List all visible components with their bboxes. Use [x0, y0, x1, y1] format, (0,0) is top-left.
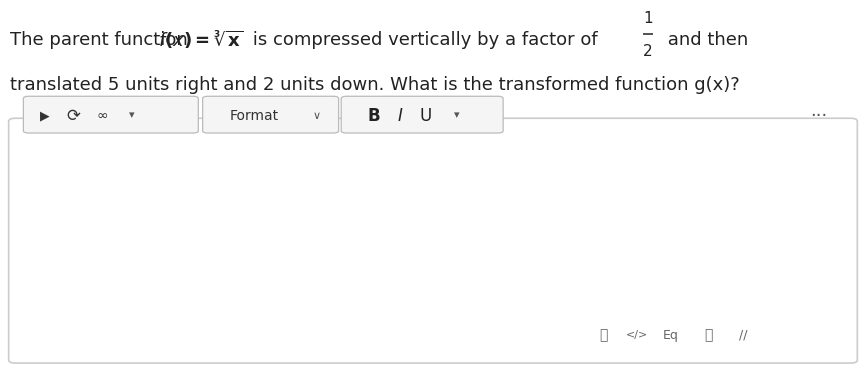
FancyBboxPatch shape [203, 96, 339, 133]
Text: 1: 1 [643, 11, 653, 27]
Text: ∞: ∞ [96, 109, 108, 122]
Text: translated 5 units right and 2 units down. What is the transformed function g(x): translated 5 units right and 2 units dow… [10, 76, 740, 94]
Text: ▶: ▶ [40, 109, 50, 122]
Text: ⟳: ⟳ [67, 106, 81, 125]
Text: 👁: 👁 [599, 329, 608, 342]
FancyBboxPatch shape [23, 96, 198, 133]
Text: ∨: ∨ [313, 111, 321, 121]
FancyBboxPatch shape [341, 96, 503, 133]
Text: ▾: ▾ [129, 111, 134, 121]
Text: $\mathbf{\mathit{f}}\mathbf{(}\mathbf{\mathit{x}}\mathbf{)=\sqrt[3]{x}}$: $\mathbf{\mathit{f}}\mathbf{(}\mathbf{\m… [158, 29, 244, 51]
Text: I: I [397, 106, 403, 125]
Text: ···: ··· [810, 106, 827, 125]
Text: The parent function: The parent function [10, 31, 194, 49]
Text: U: U [420, 106, 432, 125]
Text: 2: 2 [643, 44, 653, 59]
Text: ⤢: ⤢ [704, 329, 713, 342]
Text: Format: Format [230, 109, 279, 122]
Text: and then: and then [662, 31, 749, 49]
Text: Eq: Eq [663, 329, 679, 342]
Text: B: B [368, 106, 380, 125]
Text: </>: </> [625, 330, 648, 340]
Text: is compressed vertically by a factor of: is compressed vertically by a factor of [247, 31, 598, 49]
Text: //: // [739, 329, 747, 342]
FancyBboxPatch shape [9, 118, 857, 363]
Text: ▾: ▾ [454, 111, 459, 121]
